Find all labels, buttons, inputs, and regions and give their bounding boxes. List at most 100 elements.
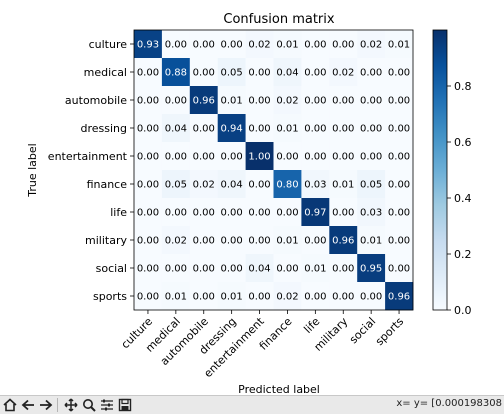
x-tick-labels: culturemedicalautomobiledressingentertai… (119, 310, 406, 380)
colorbar-tick-label: 0.8 (454, 80, 472, 93)
cell-value-label: 0.00 (304, 68, 326, 79)
cell-value-label: 0.01 (388, 40, 410, 51)
cell-value-label: 0.01 (276, 236, 298, 247)
heatmap-cell (245, 170, 274, 199)
cell-value-label: 0.00 (360, 292, 382, 303)
heatmap-cell (189, 282, 218, 311)
heatmap-cell (189, 170, 218, 199)
cell-value-label: 0.80 (276, 180, 298, 191)
heatmap-cell (301, 58, 330, 87)
heatmap-cell (217, 198, 246, 227)
cell-value-label: 0.00 (193, 40, 215, 51)
cell-value-label: 0.01 (304, 264, 326, 275)
zoom-icon[interactable] (80, 397, 97, 413)
heatmap-cell (161, 282, 191, 311)
cell-value-label: 0.00 (276, 264, 298, 275)
cell-value-label: 0.02 (360, 40, 382, 51)
pan-icon[interactable] (62, 397, 79, 413)
heatmap-cell (329, 142, 358, 171)
heatmap-cell (301, 226, 330, 255)
heatmap-cell (385, 282, 414, 311)
confusion-matrix-figure: Confusion matrix 0.93 0.00 0.00 0.00 0.02 0.0… (26, 12, 472, 395)
cell-value-label: 0.00 (248, 180, 270, 191)
cell-value-label: 0.00 (332, 264, 354, 275)
cell-value-label: 0.00 (248, 96, 270, 107)
cell-value-label: 0.00 (388, 236, 410, 247)
heatmap-cell (385, 170, 414, 199)
cell-value-label: 0.01 (165, 292, 187, 303)
heatmap-cell (329, 58, 358, 87)
cell-value-label: 0.03 (304, 180, 326, 191)
y-tick-label: entertainment (48, 150, 128, 163)
back-icon[interactable] (19, 397, 36, 413)
y-axis-label: True label (26, 143, 39, 197)
forward-icon[interactable] (37, 397, 54, 413)
heatmap-cell (273, 114, 302, 143)
cell-value-label: 0.97 (304, 208, 326, 219)
cell-value-label: 0.00 (137, 124, 159, 135)
cell-value-label: 0.00 (304, 152, 326, 163)
cell-value-label: 0.00 (332, 40, 354, 51)
cell-value-label: 0.00 (137, 236, 159, 247)
heatmap-cell (189, 198, 218, 227)
heatmap-cell (189, 30, 218, 59)
cell-value-label: 0.00 (388, 68, 410, 79)
heatmap-cell (357, 58, 386, 87)
heatmap-cell (385, 30, 414, 59)
cell-value-label: 1.00 (248, 152, 270, 163)
heatmap-cell (161, 198, 191, 227)
heatmap-cell (357, 226, 386, 255)
cell-value-label: 0.04 (248, 264, 270, 275)
heatmap-cell (273, 198, 302, 227)
y-tick-label: life (110, 206, 127, 219)
cell-value-label: 0.00 (388, 180, 410, 191)
heatmap-cell (134, 170, 163, 199)
home-icon[interactable] (1, 397, 18, 413)
heatmap-cell (161, 226, 191, 255)
heatmap-cell (273, 86, 302, 115)
heatmap-cell (189, 142, 218, 171)
cell-value-label: 0.00 (137, 208, 159, 219)
heatmap-cell (217, 226, 246, 255)
heatmap-cell (217, 254, 246, 283)
cell-value-label: 0.00 (193, 124, 215, 135)
cell-value-label: 0.00 (360, 124, 382, 135)
cell-value-label: 0.00 (221, 236, 243, 247)
heatmap-cell (357, 170, 386, 199)
cell-value-label: 0.94 (221, 124, 243, 135)
heatmap-cell (273, 58, 302, 87)
cell-value-label: 0.02 (165, 236, 187, 247)
heatmap-cell (273, 226, 302, 255)
cell-value-label: 0.02 (248, 40, 270, 51)
heatmap-cell (217, 282, 246, 311)
heatmap-cell (245, 86, 274, 115)
heatmap-cell (134, 114, 163, 143)
heatmap-cell (161, 86, 191, 115)
heatmap-cell (134, 58, 163, 87)
configure-subplots-icon[interactable] (98, 397, 115, 413)
heatmap-cell (161, 30, 191, 59)
toolbar-separator (57, 398, 58, 412)
heatmap-cell (217, 30, 246, 59)
heatmap-cell (385, 114, 414, 143)
x-axis-label: Predicted label (238, 383, 320, 395)
cell-value-label: 0.01 (332, 180, 354, 191)
heatmap-cell (161, 170, 191, 199)
heatmap-cell (329, 86, 358, 115)
cell-value-label: 0.88 (165, 68, 187, 79)
save-icon[interactable] (116, 397, 133, 413)
y-tick-label: dressing (80, 122, 127, 135)
cell-value-label: 0.00 (221, 152, 243, 163)
cell-value-label: 0.04 (165, 124, 187, 135)
cell-value-label: 0.02 (276, 96, 298, 107)
x-tick-label: sports (373, 315, 406, 348)
cell-value-label: 0.00 (276, 152, 298, 163)
cell-value-label: 0.00 (165, 40, 187, 51)
heatmap-cell (189, 58, 218, 87)
heatmap-cell (301, 30, 330, 59)
cell-value-label: 0.00 (248, 68, 270, 79)
heatmap-cell (134, 198, 163, 227)
heatmap-cell (245, 114, 274, 143)
cell-value-label: 0.96 (388, 292, 410, 303)
cell-value-label: 0.01 (276, 40, 298, 51)
